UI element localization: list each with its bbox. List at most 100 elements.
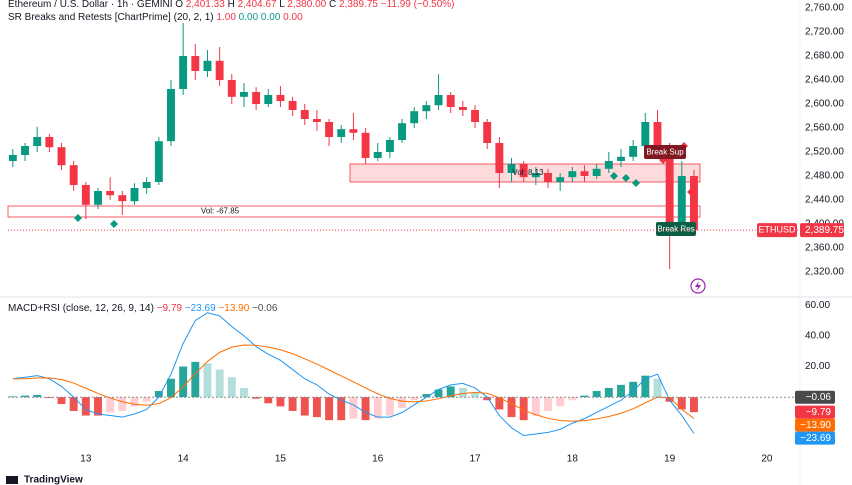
break-support-box — [644, 145, 686, 159]
y2-tick-label: 60.00 — [805, 300, 830, 311]
value-badge-box — [795, 405, 835, 419]
histogram-bar — [288, 397, 297, 411]
brand-name: TradingView — [24, 475, 83, 485]
candle-body — [653, 122, 662, 146]
histogram-bar — [203, 363, 212, 398]
histogram-bar — [568, 397, 577, 401]
histogram-bar — [629, 381, 638, 398]
indicator-value: 0.00 — [283, 12, 303, 23]
histogram-bar — [21, 395, 29, 398]
histogram-bar — [373, 397, 382, 419]
candle-body — [94, 191, 102, 205]
y-tick-label: 2,640.00 — [805, 75, 844, 86]
y-tick-label: 2,760.00 — [805, 3, 844, 14]
histogram-bar — [398, 397, 407, 408]
indicator-value: 0.00 — [239, 12, 259, 23]
candle-body — [690, 176, 698, 231]
ohlc-value: 2,404.67 — [238, 0, 277, 10]
candle-body — [422, 105, 431, 112]
candle-body — [227, 80, 236, 97]
candle-body — [398, 123, 407, 140]
histogram-bar — [471, 392, 479, 398]
indicator-value: 1.00 — [216, 12, 236, 23]
histogram-bar — [240, 387, 248, 398]
candle-body — [544, 173, 552, 182]
x-tick-label: 18 — [567, 454, 579, 465]
macd-header: MACD+RSI (close, 12, 26, 9, 14) −9.79 −2… — [8, 303, 278, 314]
x-tick-label: 15 — [275, 454, 287, 465]
line-label: Vol: -67.85 — [201, 207, 240, 216]
histogram-bar — [33, 394, 42, 398]
histogram-bar — [507, 397, 516, 418]
symbol-badge: ETHUSD — [758, 225, 796, 235]
y2-tick-label: 40.00 — [805, 330, 830, 341]
macd-value: −0.06 — [252, 303, 278, 314]
y-tick-label: 2,480.00 — [805, 171, 844, 182]
candle-body — [373, 152, 382, 158]
candle-body — [349, 129, 358, 133]
candle-body — [252, 92, 261, 104]
histogram-bar — [446, 386, 455, 398]
histogram-bar — [483, 397, 492, 401]
candle-body — [300, 110, 309, 119]
histogram-bar — [325, 397, 334, 421]
candle-body — [276, 95, 285, 101]
indicator-name: SR Breaks and Retests [ChartPrime] (20, … — [8, 12, 214, 23]
ohlc-key: L — [279, 0, 285, 10]
candle-body — [325, 122, 334, 137]
retest-marker — [110, 220, 118, 228]
last-price-label: 2,389.75 — [805, 225, 844, 236]
histogram-bar — [556, 397, 565, 407]
x-tick-label: 19 — [664, 454, 676, 465]
histogram-bar — [154, 391, 163, 398]
histogram-bar — [57, 397, 66, 405]
candle-body — [288, 101, 297, 110]
break-support-label: Break Sup — [646, 148, 684, 157]
candle-body — [531, 173, 540, 178]
candle-body — [154, 141, 163, 182]
candle-body — [604, 161, 613, 169]
candle-body — [8, 155, 17, 161]
y-tick-label: 2,720.00 — [805, 27, 844, 38]
histogram-bar — [544, 397, 552, 411]
x-tick-label: 20 — [761, 454, 773, 465]
break-resistance-label: Break Res — [657, 225, 694, 234]
last-price-box — [800, 223, 844, 238]
y-tick-label: 2,560.00 — [805, 123, 844, 134]
candle-body — [434, 95, 443, 106]
histogram-bar — [179, 366, 188, 398]
histogram-bar — [653, 378, 662, 398]
indicator-header: SR Breaks and Retests [ChartPrime] (20, … — [8, 12, 303, 23]
histogram-bar — [604, 387, 613, 398]
value-badge: −9.79 — [806, 407, 832, 418]
histogram-bar — [81, 397, 90, 416]
histogram-bar — [130, 397, 139, 407]
ohlc-key: C — [329, 0, 336, 10]
symbol-badge-box — [757, 223, 797, 238]
candle-body — [33, 137, 42, 146]
value-badge: −13.90 — [800, 420, 831, 431]
candle-body — [592, 168, 601, 176]
histogram-bar — [227, 377, 236, 398]
candle-body — [519, 164, 528, 178]
candle-body — [57, 147, 66, 166]
candle-body — [264, 95, 273, 104]
histogram-bar — [410, 397, 419, 401]
candle-body — [130, 188, 139, 202]
candle-body — [410, 111, 419, 124]
histogram-bar — [690, 397, 698, 413]
candle-body — [142, 182, 151, 188]
candle-body — [483, 122, 492, 143]
histogram-bar — [592, 391, 601, 398]
x-tick-label: 17 — [469, 454, 481, 465]
candle-body — [495, 143, 504, 173]
alert-bolt — [695, 281, 701, 291]
histogram-bar — [276, 397, 285, 407]
retest-marker — [632, 179, 640, 187]
value-badge: −23.69 — [800, 433, 831, 444]
retest-marker — [74, 214, 82, 222]
macd-value: −9.79 — [157, 303, 183, 314]
histogram-bar — [337, 397, 346, 421]
histogram-bar — [495, 397, 504, 410]
